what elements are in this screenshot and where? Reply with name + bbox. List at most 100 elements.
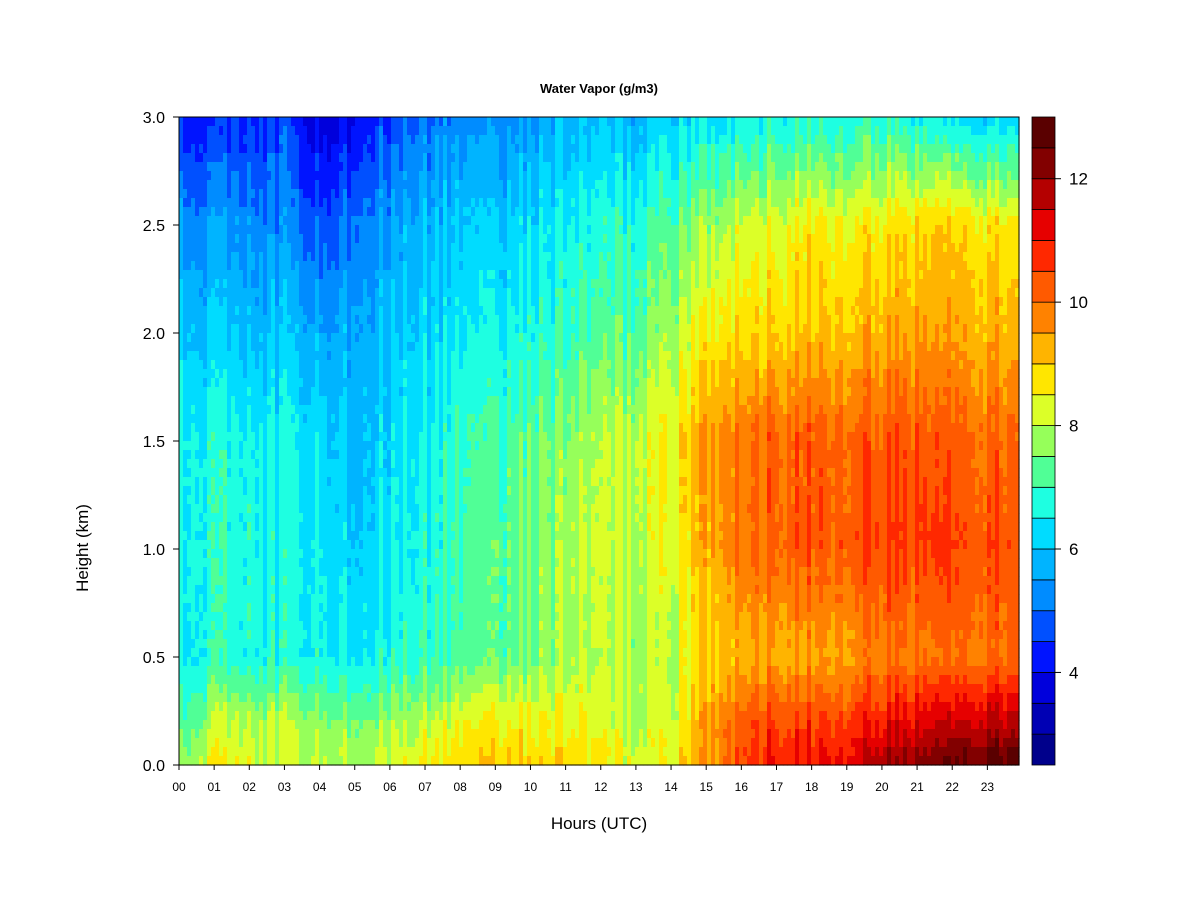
heatmap-cell bbox=[419, 243, 424, 253]
heatmap-cell bbox=[447, 279, 452, 289]
heatmap-cell bbox=[559, 225, 564, 235]
heatmap-cell bbox=[207, 189, 212, 199]
heatmap-cell bbox=[871, 135, 876, 145]
heatmap-cell bbox=[487, 306, 492, 316]
heatmap-cell bbox=[311, 180, 316, 190]
heatmap-cell bbox=[807, 189, 812, 199]
heatmap-cell bbox=[539, 315, 544, 325]
heatmap-cell bbox=[627, 306, 632, 316]
heatmap-cell bbox=[967, 198, 972, 208]
heatmap-cell bbox=[579, 207, 584, 217]
heatmap-cell bbox=[963, 180, 968, 190]
heatmap-cell bbox=[995, 198, 1000, 208]
heatmap-cell bbox=[935, 135, 940, 145]
heatmap-cell bbox=[767, 243, 772, 253]
heatmap-cell bbox=[783, 117, 788, 127]
heatmap-cell bbox=[835, 144, 840, 154]
heatmap-cell bbox=[787, 270, 792, 280]
heatmap-cell bbox=[235, 144, 240, 154]
heatmap-cell bbox=[883, 279, 888, 289]
heatmap-cell bbox=[495, 207, 500, 217]
heatmap-cell bbox=[235, 297, 240, 307]
heatmap-cell bbox=[419, 171, 424, 181]
heatmap-cell bbox=[503, 162, 508, 172]
heatmap-cell bbox=[911, 135, 916, 145]
heatmap-cell bbox=[679, 162, 684, 172]
heatmap-cell bbox=[447, 234, 452, 244]
heatmap-cell bbox=[311, 216, 316, 226]
heatmap-cell bbox=[255, 171, 260, 181]
heatmap-cell bbox=[423, 288, 428, 298]
heatmap-cell bbox=[251, 234, 256, 244]
heatmap-cell bbox=[439, 180, 444, 190]
heatmap-cell bbox=[347, 117, 352, 127]
chart-title: Water Vapor (g/m3) bbox=[540, 81, 658, 96]
heatmap-cell bbox=[483, 171, 488, 181]
heatmap-cell bbox=[587, 153, 592, 163]
heatmap-cell bbox=[687, 297, 692, 307]
heatmap-cell bbox=[931, 315, 936, 325]
heatmap-cell bbox=[459, 153, 464, 163]
heatmap-cell bbox=[479, 126, 484, 136]
heatmap-cell bbox=[367, 261, 372, 271]
heatmap-cell bbox=[963, 135, 968, 145]
heatmap-cell bbox=[763, 198, 768, 208]
heatmap-cell bbox=[407, 225, 412, 235]
heatmap-cell bbox=[379, 126, 384, 136]
heatmap-cell bbox=[995, 135, 1000, 145]
heatmap-cell bbox=[471, 225, 476, 235]
heatmap-cell bbox=[311, 117, 316, 127]
heatmap-cell bbox=[811, 189, 816, 199]
heatmap-cell bbox=[743, 243, 748, 253]
heatmap-cell bbox=[779, 117, 784, 127]
heatmap-cell bbox=[927, 171, 932, 181]
heatmap-cell bbox=[355, 234, 360, 244]
heatmap-cell bbox=[303, 252, 308, 262]
heatmap-cell bbox=[515, 243, 520, 253]
heatmap-cell bbox=[403, 135, 408, 145]
heatmap-cell bbox=[767, 144, 772, 154]
heatmap-cell bbox=[807, 144, 812, 154]
heatmap-cell bbox=[863, 162, 868, 172]
heatmap-cell bbox=[379, 243, 384, 253]
heatmap-cell bbox=[907, 135, 912, 145]
heatmap-cell bbox=[359, 135, 364, 145]
heatmap-cell bbox=[227, 144, 232, 154]
heatmap-cell bbox=[539, 297, 544, 307]
heatmap-cell bbox=[191, 324, 196, 334]
heatmap-cell bbox=[943, 261, 948, 271]
heatmap-cell bbox=[735, 144, 740, 154]
heatmap-cell bbox=[587, 162, 592, 172]
heatmap-cell bbox=[875, 315, 880, 325]
heatmap-cell bbox=[955, 243, 960, 253]
heatmap-cell bbox=[535, 279, 540, 289]
heatmap-cell bbox=[267, 270, 272, 280]
heatmap-cell bbox=[419, 162, 424, 172]
heatmap-cell bbox=[271, 252, 276, 262]
heatmap-cell bbox=[415, 306, 420, 316]
heatmap-cell bbox=[871, 270, 876, 280]
heatmap-cell bbox=[771, 324, 776, 334]
heatmap-cell bbox=[331, 207, 336, 217]
heatmap-cell bbox=[679, 126, 684, 136]
heatmap-cell bbox=[1003, 216, 1008, 226]
heatmap-cell bbox=[307, 180, 312, 190]
heatmap-cell bbox=[603, 252, 608, 262]
heatmap-cell bbox=[319, 297, 324, 307]
heatmap-cell bbox=[395, 198, 400, 208]
heatmap-cell bbox=[527, 279, 532, 289]
heatmap-cell bbox=[971, 261, 976, 271]
heatmap-cell bbox=[379, 297, 384, 307]
heatmap-cell bbox=[747, 144, 752, 154]
heatmap-cell bbox=[723, 162, 728, 172]
heatmap-cell bbox=[391, 198, 396, 208]
heatmap-cell bbox=[295, 288, 300, 298]
heatmap-cell bbox=[507, 306, 512, 316]
heatmap-cell bbox=[911, 306, 916, 316]
heatmap-cell bbox=[663, 126, 668, 136]
heatmap-cell bbox=[227, 117, 232, 127]
heatmap-cell bbox=[423, 234, 428, 244]
heatmap-cell bbox=[907, 144, 912, 154]
heatmap-cell bbox=[415, 270, 420, 280]
heatmap-cell bbox=[743, 297, 748, 307]
